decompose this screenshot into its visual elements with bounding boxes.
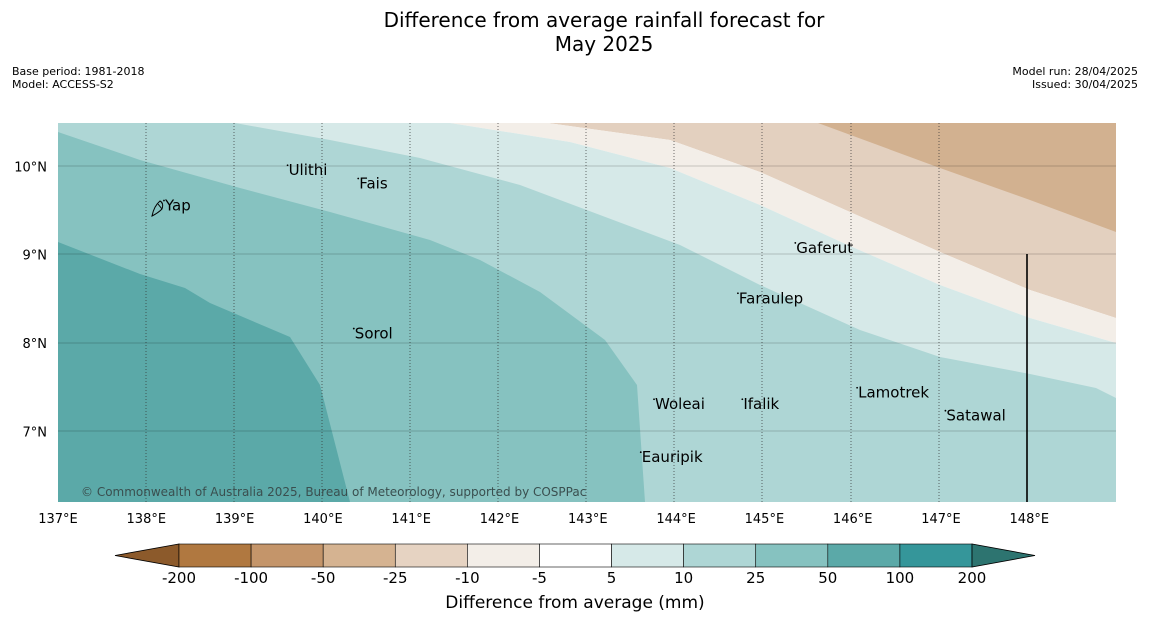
copyright-notice: © Commonwealth of Australia 2025, Bureau… — [81, 485, 586, 499]
colorbar-segment — [683, 543, 757, 568]
colorbar-tick-labels: -200 -100 -50 -25 -10 -5 5 10 25 50 100 200 — [162, 569, 986, 587]
colorbar-extend-high — [971, 543, 1036, 568]
island-marker — [741, 398, 744, 401]
contour-band-50-100 — [58, 242, 350, 502]
colorbar-segments — [114, 543, 1036, 568]
colorbar-tick-label: -25 — [383, 569, 408, 587]
island-marker — [163, 199, 165, 202]
colorbar-tick-label: -200 — [162, 569, 196, 587]
place-label-ulithi: Ulithi — [289, 161, 328, 179]
longitude-label: 146°E — [833, 512, 873, 527]
metadata-left: Base period: 1981-2018 Model: ACCESS-S2 — [12, 65, 144, 91]
island-marker — [737, 292, 739, 295]
colorbar-tick-label: 25 — [746, 569, 765, 587]
longitude-label: 138°E — [127, 512, 167, 527]
place-labels: Ulithi Fais Yap Gaferut Faraulep Sorol Lamotre… — [163, 161, 1006, 466]
place-label-woleai: Woleai — [655, 395, 705, 413]
contour-band-neg50-neg25 — [818, 123, 1116, 232]
island-marker — [944, 409, 947, 412]
longitude-label: 137°E — [38, 512, 78, 527]
place-label-eauripik: Eauripik — [642, 448, 703, 466]
island-marker — [352, 327, 355, 330]
colorbar-segment — [611, 543, 684, 568]
colorbar-segment — [322, 543, 396, 568]
title-line-2: May 2025 — [554, 32, 654, 56]
issued-label: Issued: 30/04/2025 — [1031, 78, 1138, 91]
colorbar-segment — [250, 543, 324, 568]
metadata-right: Model run: 28/04/2025 Issued: 30/04/2025 — [1012, 65, 1138, 91]
longitude-label: 140°E — [303, 512, 343, 527]
latitude-label: 10°N — [14, 160, 47, 175]
contour-band-neg10-neg5 — [450, 123, 1116, 343]
longitude-label: 145°E — [745, 512, 785, 527]
place-label-fais: Fais — [359, 174, 388, 192]
colorbar-segment — [394, 543, 468, 568]
latitude-label: 9°N — [23, 249, 48, 264]
island-marker — [639, 451, 642, 454]
longitude-label: 143°E — [568, 512, 608, 527]
rainfall-map: 137°E 138°E 139°E 140°E 141°E 142°E 143°E 144°E… — [14, 123, 1116, 527]
colorbar-tick-label: -10 — [455, 569, 480, 587]
place-label-yap: Yap — [164, 197, 191, 215]
latitude-label: 8°N — [23, 337, 48, 352]
island-marker — [856, 386, 859, 389]
colorbar-segment — [755, 543, 829, 568]
longitude-labels: 137°E 138°E 139°E 140°E 141°E 142°E 143°E 144°E… — [38, 512, 1049, 527]
island-marker — [357, 177, 360, 180]
colorbar-tick-label: 10 — [674, 569, 693, 587]
longitude-label: 144°E — [656, 512, 696, 527]
model-run-label: Model run: 28/04/2025 — [1012, 65, 1138, 78]
place-label-ifalik: Ifalik — [743, 395, 779, 413]
island-marker — [286, 164, 289, 167]
colorbar-segment — [827, 543, 901, 568]
place-label-faraulep: Faraulep — [739, 289, 803, 307]
colorbar-tick-label: 200 — [958, 569, 987, 587]
colorbar-tick-label: 100 — [886, 569, 915, 587]
place-label-gaferut: Gaferut — [796, 239, 853, 257]
colorbar-title: Difference from average (mm) — [445, 593, 705, 613]
colorbar-extend-low — [114, 543, 180, 568]
colorbar-tick-label: 50 — [818, 569, 837, 587]
colorbar-segment — [899, 543, 973, 568]
colorbar-segment — [178, 543, 252, 568]
longitude-label: 148°E — [1010, 512, 1050, 527]
longitude-label: 141°E — [391, 512, 431, 527]
colorbar-tick-label: -100 — [234, 569, 268, 587]
colorbar-tick-label: 5 — [607, 569, 617, 587]
colorbar-segment — [539, 543, 612, 568]
longitude-label: 139°E — [215, 512, 255, 527]
island-marker — [794, 242, 797, 244]
latitude-labels: 10°N 9°N 8°N 7°N — [14, 160, 47, 440]
colorbar-tick-label: -5 — [532, 569, 547, 587]
base-period-label: Base period: 1981-2018 — [12, 65, 145, 78]
place-label-sorol: Sorol — [355, 325, 393, 343]
longitude-label: 142°E — [480, 512, 520, 527]
colorbar-segment — [467, 543, 540, 568]
island-marker — [653, 398, 655, 401]
place-label-lamotrek: Lamotrek — [858, 384, 929, 402]
place-label-satawal: Satawal — [946, 407, 1005, 425]
model-label: Model: ACCESS-S2 — [12, 78, 114, 91]
colorbar-tick-label: -50 — [311, 569, 336, 587]
title-line-1: Difference from average rainfall forecas… — [383, 8, 825, 32]
latitude-label: 7°N — [23, 425, 48, 440]
graticule — [58, 123, 1116, 502]
map-title: Difference from average rainfall forecas… — [0, 8, 1150, 56]
longitude-label: 147°E — [921, 512, 961, 527]
yap-island-outline — [151, 200, 164, 217]
